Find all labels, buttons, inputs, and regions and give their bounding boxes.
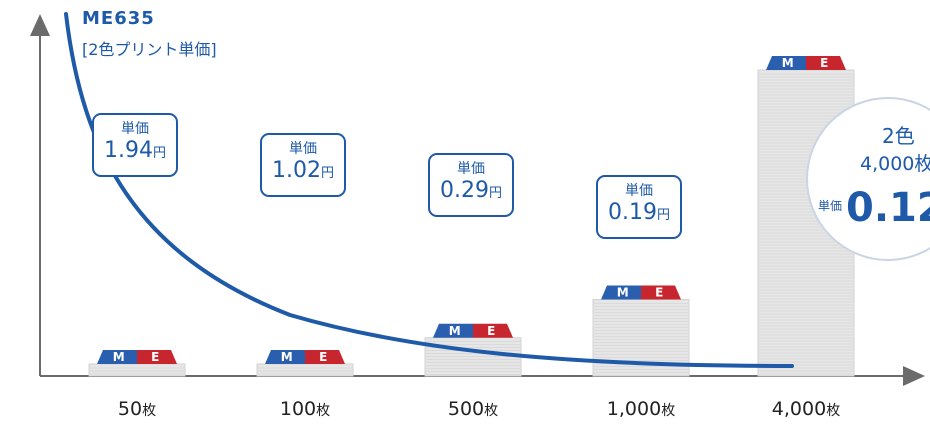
- x-tick-label: 500枚: [447, 398, 499, 420]
- x-tick-label: 4,000枚: [771, 398, 841, 420]
- x-tick-label: 100枚: [279, 398, 331, 420]
- logo-red-part: [473, 323, 513, 338]
- logo-letter-e: E: [319, 350, 327, 364]
- logo-letter-m: M: [617, 286, 629, 300]
- logo-red-part: [806, 56, 846, 70]
- logo-letter-e: E: [820, 56, 828, 70]
- logo-letter-m: M: [281, 350, 293, 364]
- logo-letter-e: E: [487, 324, 495, 338]
- logo-blue-part: [601, 285, 641, 300]
- price-box-value: 0.29円: [440, 178, 502, 203]
- logo-red-part: [641, 285, 681, 300]
- logo-letter-m: M: [449, 324, 461, 338]
- chart-subtitle: [2色プリント単価]: [82, 40, 217, 59]
- logo-letter-m: M: [113, 350, 125, 364]
- logo-blue-part: [97, 350, 137, 364]
- price-box-label: 単価: [625, 183, 653, 199]
- logo-blue-part: [766, 56, 806, 70]
- price-box-label: 単価: [457, 161, 485, 177]
- logo-letter-m: M: [782, 56, 794, 70]
- x-tick-label: 50枚: [117, 398, 157, 420]
- highlight-line2: 4,000枚: [860, 153, 930, 175]
- chart-title: ME635: [82, 8, 155, 29]
- highlight-label: 単価: [818, 199, 843, 213]
- price-box-1000: 単価 0.19円: [596, 175, 682, 239]
- logo-blue-part: [433, 323, 473, 338]
- highlight-circle: 2色 4,000枚 単価 0.12円: [806, 97, 930, 261]
- price-box-value: 0.19円: [608, 200, 670, 225]
- price-box-value: 1.94円: [104, 138, 166, 163]
- price-box-value: 1.02円: [272, 158, 334, 183]
- x-axis-arrow: [903, 366, 925, 386]
- price-box-500: 単価 0.29円: [428, 153, 514, 217]
- highlight-value: 0.12円: [846, 185, 930, 231]
- y-axis-arrow: [30, 14, 50, 36]
- logo-letter-e: E: [655, 286, 663, 300]
- x-tick-label: 1,000枚: [606, 398, 676, 420]
- price-box-label: 単価: [121, 121, 149, 137]
- logo-red-part: [305, 350, 345, 364]
- logo-letter-e: E: [151, 350, 159, 364]
- logo-blue-part: [265, 350, 305, 364]
- price-box-label: 単価: [289, 141, 317, 157]
- logo-red-part: [137, 350, 177, 364]
- price-box-100: 単価 1.02円: [260, 133, 346, 197]
- highlight-line1: 2色: [882, 124, 915, 148]
- price-box-50: 単価 1.94円: [92, 113, 178, 177]
